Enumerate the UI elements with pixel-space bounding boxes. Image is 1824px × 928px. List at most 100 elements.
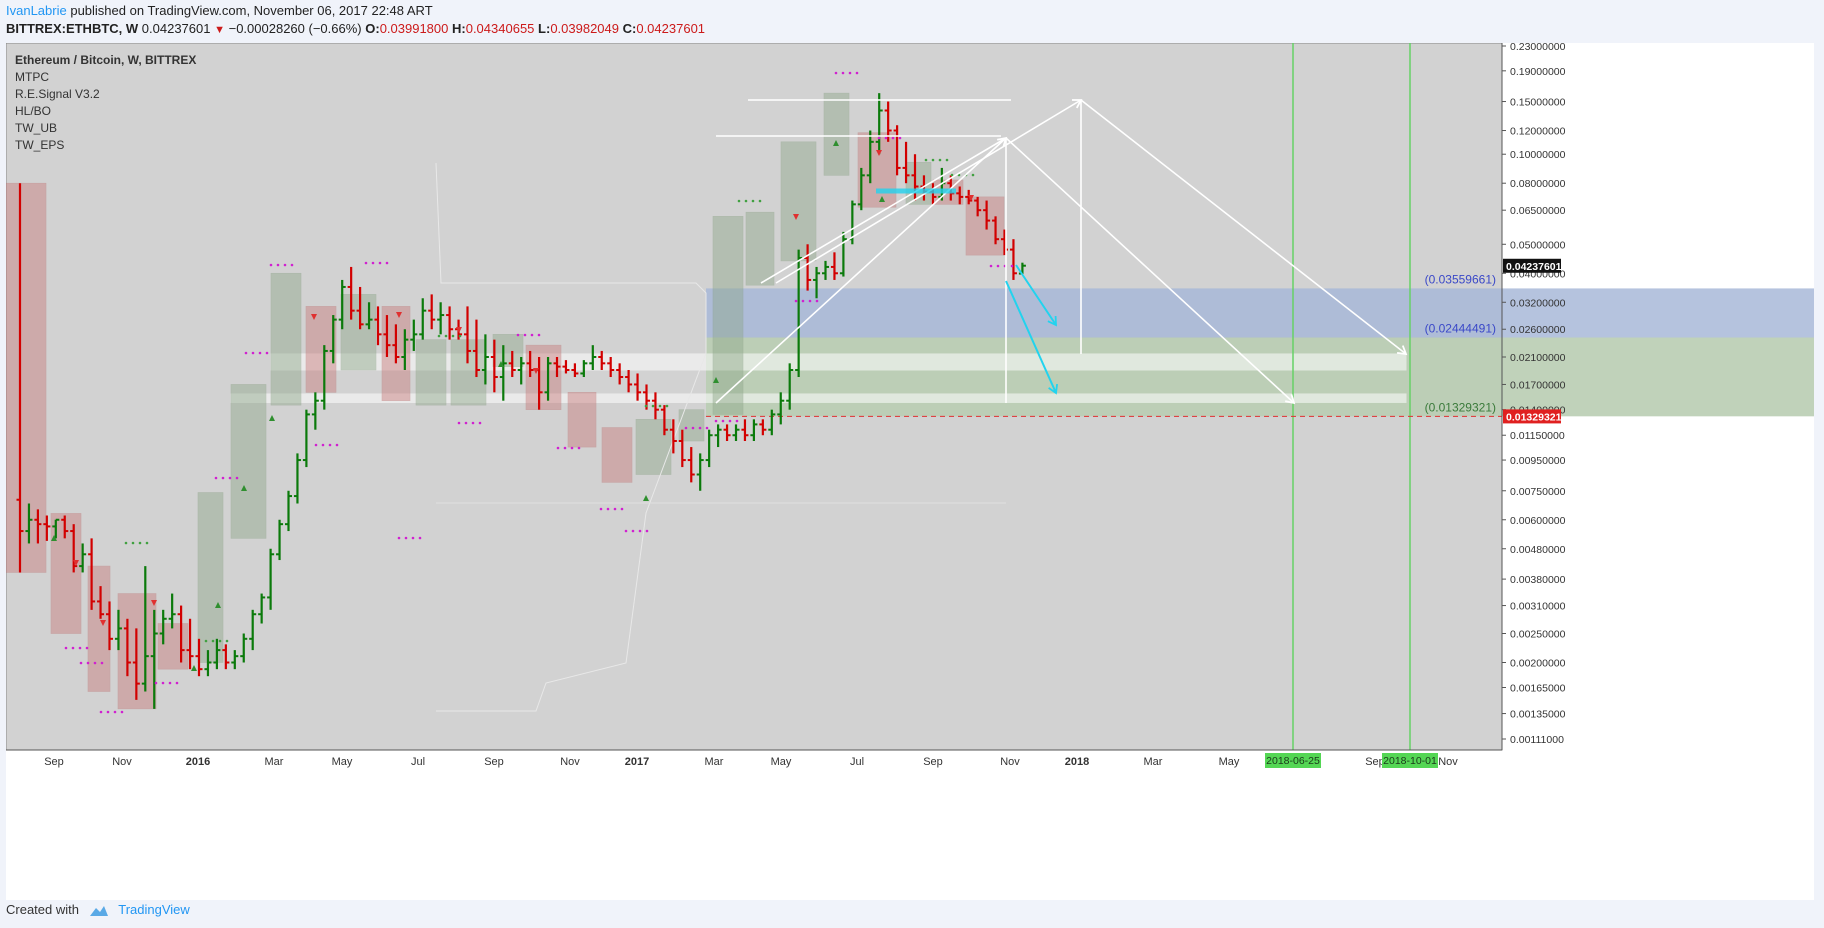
signal-dot xyxy=(269,263,273,267)
price-tick-label: 0.02600000 xyxy=(1510,324,1566,336)
time-tick-label: Sep xyxy=(923,756,943,768)
price-tick-label: 0.19000000 xyxy=(1510,66,1566,78)
price-tick-label: 0.00135000 xyxy=(1510,709,1566,721)
signal-dot xyxy=(464,421,468,425)
level-label: (0.02444491) xyxy=(1425,321,1496,335)
legend-indicator[interactable]: TW_EPS xyxy=(15,138,65,152)
signal-dot xyxy=(321,443,325,447)
signal-dot xyxy=(225,639,229,643)
signal-dot xyxy=(898,136,902,140)
price-chart[interactable]: (0.03559661) (0.02444491) (0.01329321) 0.23… xyxy=(5,41,1824,900)
target-arrow xyxy=(1005,280,1057,394)
signal-dot xyxy=(691,426,695,430)
signal-dot xyxy=(228,476,232,480)
signal-dot xyxy=(570,446,574,450)
chart-area[interactable]: (0.03559661) (0.02444491) (0.01329321) 0.23… xyxy=(5,41,1824,900)
signal-dot xyxy=(444,334,448,338)
time-marker-label: 2018-06-25 xyxy=(1266,755,1320,767)
signal-dot xyxy=(744,199,748,203)
publish-info: IvanLabrie published on TradingView.com,… xyxy=(6,3,433,18)
legend-indicator[interactable]: R.E.Signal V3.2 xyxy=(15,87,100,101)
hlbo-box xyxy=(340,294,377,371)
indicator-legend: Ethereum / Bitcoin, W, BITTREX MTPC R.E.… xyxy=(15,52,196,154)
signal-dot xyxy=(728,419,732,423)
hlbo-box xyxy=(635,419,672,475)
low-value: 0.03982049 xyxy=(550,21,619,36)
legend-indicator[interactable]: HL/BO xyxy=(15,104,52,118)
hlbo-box xyxy=(305,306,337,393)
signal-dot xyxy=(855,71,859,75)
signal-dot xyxy=(938,158,942,162)
sell-signal-icon xyxy=(151,600,157,606)
price-tick-label: 0.00750000 xyxy=(1510,486,1566,498)
signal-dot xyxy=(563,446,567,450)
signal-dot xyxy=(735,419,739,423)
signal-dot xyxy=(1010,264,1014,268)
signal-dot xyxy=(371,261,375,265)
open-value: 0.03991800 xyxy=(379,21,449,36)
signal-dot xyxy=(924,158,928,162)
signal-dot xyxy=(737,199,741,203)
time-tick-label: Mar xyxy=(1144,756,1163,768)
signal-dot xyxy=(79,661,83,665)
time-tick-label: Nov xyxy=(1438,756,1458,768)
sell-signal-icon xyxy=(73,560,79,566)
hlbo-box xyxy=(567,392,597,448)
signal-dot xyxy=(665,404,669,408)
signal-dot xyxy=(651,404,655,408)
signal-dot xyxy=(290,263,294,267)
signal-dot xyxy=(138,541,142,545)
time-tick-label: Sep xyxy=(44,756,64,768)
signal-dot xyxy=(404,536,408,540)
hlbo-box xyxy=(415,339,447,406)
author-link[interactable]: IvanLabrie xyxy=(6,3,67,18)
signal-dot xyxy=(251,351,255,355)
signal-dot xyxy=(884,136,888,140)
projection-arrowhead xyxy=(996,136,1008,147)
signal-dot xyxy=(537,333,541,337)
signal-dot xyxy=(204,639,208,643)
signal-dot xyxy=(161,681,165,685)
target-arrowhead xyxy=(1047,315,1057,327)
signal-dot xyxy=(971,173,975,177)
sell-signal-icon xyxy=(876,150,882,156)
signal-dot xyxy=(283,263,287,267)
signal-dot xyxy=(638,529,642,533)
support-band xyxy=(270,353,1407,371)
signal-dot xyxy=(451,334,455,338)
signal-dot xyxy=(620,507,624,511)
signal-dot xyxy=(751,199,755,203)
legend-indicator[interactable]: TW_UB xyxy=(15,121,57,135)
signal-dot xyxy=(168,681,172,685)
hlbo-box xyxy=(780,141,817,262)
target-arrow xyxy=(1015,264,1057,326)
price-tick-label: 0.00200000 xyxy=(1510,658,1566,670)
time-tick-label: 2018 xyxy=(1065,756,1089,768)
signal-dot xyxy=(120,710,124,714)
tradingview-link[interactable]: TradingView xyxy=(118,902,190,917)
signal-dot xyxy=(989,264,993,268)
signal-dot xyxy=(86,661,90,665)
sell-signal-icon xyxy=(396,312,402,318)
price-tick-label: 0.01700000 xyxy=(1510,379,1566,391)
hlbo-box xyxy=(857,132,897,208)
signal-dot xyxy=(154,681,158,685)
blue-zone xyxy=(706,288,1824,338)
signal-dot xyxy=(314,443,318,447)
legend-symbol[interactable]: Ethereum / Bitcoin, W, BITTREX xyxy=(15,53,197,67)
green-zone xyxy=(706,337,1824,417)
projection-line xyxy=(715,137,1007,404)
hlbo-box xyxy=(525,344,562,410)
level-label: (0.03559661) xyxy=(1425,272,1496,286)
time-marker-label: 2018-10-01 xyxy=(1383,755,1437,767)
down-triangle-icon: ▼ xyxy=(214,24,225,36)
ohlc-bar: BITTREX:ETHBTC, W 0.04237601 ▼ −0.000282… xyxy=(6,21,705,36)
time-tick-label: Jul xyxy=(411,756,425,768)
legend-indicator[interactable]: MTPC xyxy=(15,70,49,84)
hlbo-box xyxy=(230,384,267,539)
hlbo-box xyxy=(197,492,224,663)
signal-dot xyxy=(684,426,688,430)
signal-dot xyxy=(950,173,954,177)
time-tick-label: Nov xyxy=(560,756,580,768)
price-tick-label: 0.00600000 xyxy=(1510,515,1566,527)
